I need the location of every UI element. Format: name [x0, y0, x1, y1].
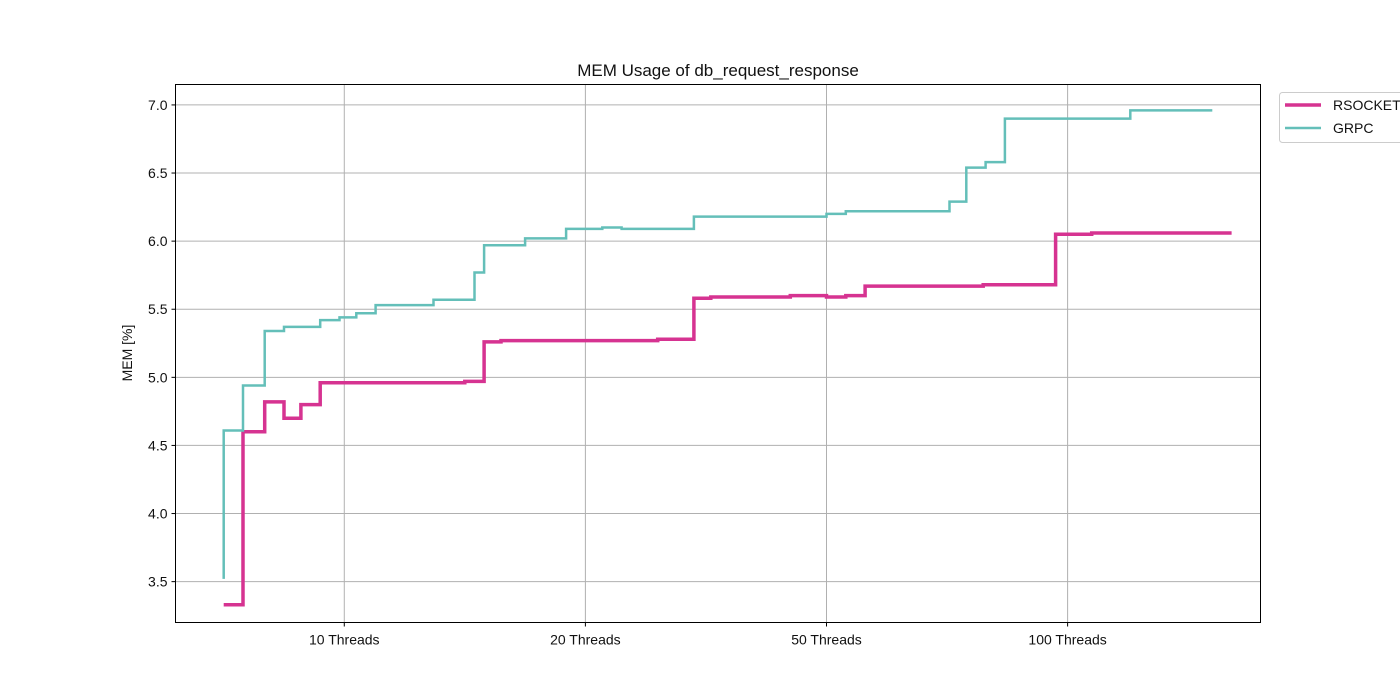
x-tick-label: 10 Threads — [309, 632, 380, 648]
x-tick-label: 50 Threads — [791, 632, 862, 648]
grid — [175, 84, 1261, 623]
series-line-rsocket — [223, 231, 1232, 607]
y-tick-label: 5.5 — [148, 301, 168, 317]
legend-label-grpc: GRPC — [1333, 120, 1373, 136]
series-line-grpc — [222, 109, 1213, 579]
plot-frame — [175, 84, 1261, 623]
x-axis-ticks: 10 Threads 20 Threads 50 Threads 100 Thread… — [309, 622, 1107, 648]
y-tick-label: 6.5 — [148, 165, 168, 181]
y-tick-label: 4.0 — [148, 506, 168, 522]
y-tick-label: 7.0 — [148, 97, 168, 113]
y-axis-ticks: 3.5 4.0 4.5 5.0 5.5 6.0 6.5 7.0 — [148, 97, 176, 590]
legend-label-rsocket: RSOCKET — [1333, 97, 1400, 113]
chart-title: MEM Usage of db_request_response — [577, 61, 859, 80]
y-tick-label: 4.5 — [148, 437, 168, 453]
x-tick-label: 20 Threads — [550, 632, 621, 648]
y-tick-label: 6.0 — [148, 233, 168, 249]
legend: RSOCKET GRPC — [1279, 92, 1400, 143]
y-tick-label: 3.5 — [148, 574, 168, 590]
y-tick-label: 5.0 — [148, 369, 168, 385]
series-lines — [222, 109, 1232, 607]
y-axis-label: MEM [%] — [119, 325, 135, 382]
x-tick-label: 100 Threads — [1028, 632, 1106, 648]
